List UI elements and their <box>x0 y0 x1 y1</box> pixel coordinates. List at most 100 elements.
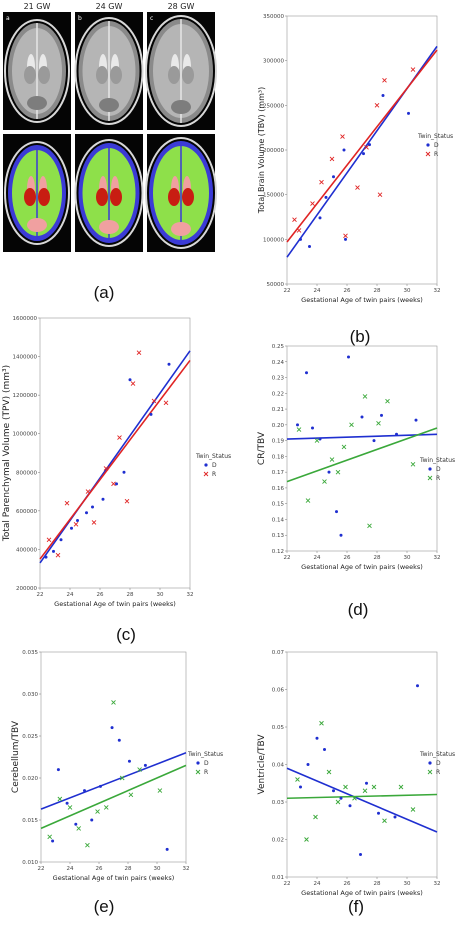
data-point-R <box>343 233 348 239</box>
posterior-fossa <box>27 96 47 110</box>
data-point-D <box>65 801 69 805</box>
data-point-D <box>407 111 410 115</box>
data-point-D <box>165 847 169 851</box>
x-axis-label: Gestational Age of twin pairs (weeks) <box>53 874 175 882</box>
y-tick-label: 300000 <box>263 59 284 65</box>
data-point-R <box>95 809 100 814</box>
data-point-D <box>416 684 419 688</box>
mri-segmented-slice <box>145 134 217 252</box>
legend-label-D: D <box>204 760 209 767</box>
data-point-D <box>51 839 55 843</box>
y-tick-label: 0.13 <box>272 533 285 539</box>
data-point-R <box>130 381 136 386</box>
mri-raw-slice: b <box>74 12 144 130</box>
data-point-D <box>296 423 299 427</box>
data-point-R <box>329 156 335 162</box>
x-tick-label: 28 <box>374 288 381 294</box>
deep-grey-left <box>96 66 108 84</box>
y-tick-label: 0.16 <box>272 486 285 492</box>
data-point-R <box>292 217 297 222</box>
x-tick-label: 32 <box>183 866 190 872</box>
data-point-R <box>55 552 61 558</box>
data-point-D <box>299 237 302 241</box>
skull-outline <box>74 17 144 125</box>
y-tick-label: 0.015 <box>22 818 38 824</box>
mri-raw-slice: a <box>3 12 71 130</box>
deep-grey-left <box>168 188 180 206</box>
data-point-D <box>127 759 131 763</box>
x-tick-label: 26 <box>344 555 351 561</box>
posterior-fossa <box>99 98 119 112</box>
deep-grey-right <box>38 66 50 84</box>
x-tick-label: 22 <box>284 288 291 294</box>
data-point-R <box>398 784 404 790</box>
x-tick-label: 30 <box>404 555 411 561</box>
data-point-R <box>46 537 52 543</box>
data-point-R <box>57 796 63 802</box>
data-point-R <box>305 498 311 503</box>
data-point-D <box>368 143 371 147</box>
y-axis-label: CR/TBV <box>257 431 267 465</box>
data-point-R <box>322 479 327 484</box>
data-point-D <box>167 362 171 366</box>
data-point-D <box>339 533 343 537</box>
legend-marker-R <box>425 151 431 157</box>
y-tick-label: 0.01 <box>272 875 284 881</box>
legend-label-R: R <box>434 151 438 158</box>
data-point-D <box>381 94 385 98</box>
data-point-R <box>335 469 341 475</box>
legend-marker-D <box>426 143 430 147</box>
y-tick-label: 0.15 <box>272 502 285 508</box>
x-tick-label: 24 <box>67 592 74 598</box>
data-point-D <box>91 505 94 509</box>
x-axis-label: Gestational Age of twin pairs (weeks) <box>301 889 423 897</box>
legend-title: Twin_Status <box>195 453 231 460</box>
deep-grey-right <box>182 188 194 206</box>
legend-label-R: R <box>204 769 208 776</box>
data-point-R <box>364 145 369 150</box>
plot-area <box>286 15 438 285</box>
data-point-D <box>348 804 352 808</box>
y-tick-label: 600000 <box>16 509 37 515</box>
data-point-R <box>47 834 53 840</box>
data-point-D <box>305 371 308 375</box>
data-point-D <box>393 815 397 819</box>
posterior-fossa <box>171 100 191 114</box>
y-tick-label: 0.07 <box>272 650 285 656</box>
data-point-R <box>91 520 97 525</box>
data-point-D <box>318 216 322 220</box>
y-tick-label: 1000000 <box>13 432 38 438</box>
data-point-R <box>163 400 169 406</box>
y-tick-label: 0.25 <box>272 344 285 350</box>
x-tick-label: 28 <box>127 592 134 598</box>
data-point-D <box>70 526 73 530</box>
x-tick-label: 26 <box>96 866 103 872</box>
chart-panel-e: 22 24 26 28 30 32 0.010 0.015 0.020 0.025 0.030 0.0… <box>11 650 223 882</box>
deep-grey-right <box>110 188 122 206</box>
data-point-D <box>308 244 311 248</box>
x-tick-label: 32 <box>434 881 441 887</box>
fit-line-R <box>39 359 191 560</box>
y-tick-label: 0.05 <box>272 725 285 731</box>
y-tick-label: 150000 <box>263 193 284 199</box>
plot-area <box>286 345 438 552</box>
x-tick-label: 30 <box>157 592 164 598</box>
skull-outline <box>145 137 217 249</box>
fit-line-R <box>286 793 438 800</box>
panel-label-e: (e) <box>94 897 115 916</box>
data-point-D <box>128 378 132 382</box>
data-point-R <box>296 427 302 432</box>
data-point-D <box>115 482 118 486</box>
y-tick-label: 0.17 <box>272 470 285 476</box>
y-tick-label: 0.03 <box>272 800 285 806</box>
data-point-D <box>360 415 364 419</box>
mri-corner-letter: b <box>78 15 82 22</box>
data-point-D <box>362 152 365 156</box>
y-tick-label: 0.19 <box>272 439 285 445</box>
data-point-D <box>414 418 418 422</box>
mri-column-label: 24 GW <box>96 2 123 11</box>
legend-title: Twin_Status <box>187 751 223 758</box>
mri-column-label: 21 GW <box>24 2 51 11</box>
data-point-R <box>352 795 357 801</box>
data-point-R <box>67 805 73 810</box>
